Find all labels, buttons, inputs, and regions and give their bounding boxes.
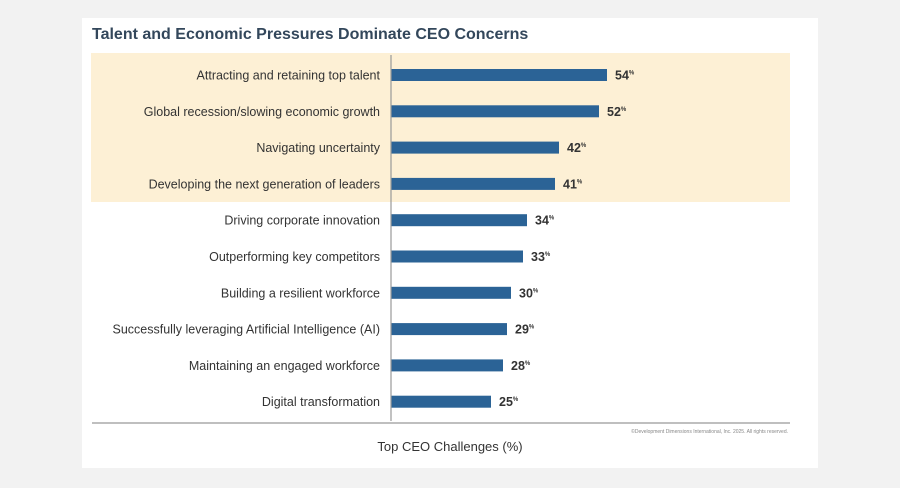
value-label: 33% xyxy=(531,250,551,264)
bar xyxy=(391,141,559,154)
category-label: Outperforming key competitors xyxy=(209,250,380,264)
category-label: Building a resilient workforce xyxy=(221,286,380,300)
bar xyxy=(391,359,503,372)
category-label: Global recession/slowing economic growth xyxy=(144,105,380,119)
value-unit: % xyxy=(629,71,635,77)
bar xyxy=(391,250,523,263)
chart-title: Talent and Economic Pressures Dominate C… xyxy=(92,26,529,43)
value-label: 29% xyxy=(515,323,535,337)
copyright-notice: ©Development Dimensions International, I… xyxy=(631,429,788,435)
bar xyxy=(391,69,607,81)
category-label: Digital transformation xyxy=(262,395,380,409)
value-unit: % xyxy=(577,179,583,185)
category-label: Maintaining an engaged workforce xyxy=(189,359,380,373)
value-unit: % xyxy=(525,361,531,367)
value-label: 34% xyxy=(535,214,555,228)
category-label: Attracting and retaining top talent xyxy=(197,69,381,83)
value-label: 30% xyxy=(519,286,539,300)
value-label: 28% xyxy=(511,359,531,373)
bar xyxy=(391,323,507,336)
value-unit: % xyxy=(549,216,555,222)
x-axis-label: Top CEO Challenges (%) xyxy=(377,439,523,454)
value-unit: % xyxy=(533,288,539,294)
category-label: Navigating uncertainty xyxy=(256,141,380,155)
category-label: Driving corporate innovation xyxy=(224,214,380,228)
bar xyxy=(391,395,491,408)
value-unit: % xyxy=(513,397,519,403)
category-label: Successfully leveraging Artificial Intel… xyxy=(113,323,380,337)
value-unit: % xyxy=(581,143,587,149)
bar xyxy=(391,286,511,299)
bar xyxy=(391,214,527,227)
value-label: 25% xyxy=(499,395,519,409)
category-label: Developing the next generation of leader… xyxy=(149,177,380,191)
bar xyxy=(391,177,555,190)
value-unit: % xyxy=(621,107,627,113)
value-unit: % xyxy=(529,325,535,331)
value-unit: % xyxy=(545,252,551,258)
bar xyxy=(391,105,599,118)
